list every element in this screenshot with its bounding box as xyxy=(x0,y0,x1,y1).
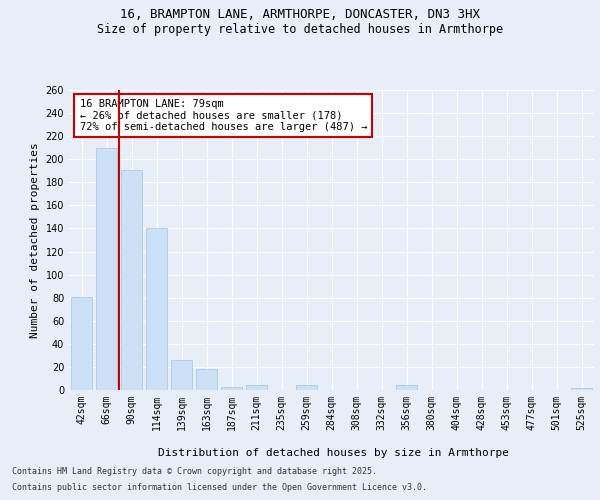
Bar xyxy=(171,360,192,390)
Text: 16 BRAMPTON LANE: 79sqm
← 26% of detached houses are smaller (178)
72% of semi-d: 16 BRAMPTON LANE: 79sqm ← 26% of detache… xyxy=(79,99,367,132)
Text: Size of property relative to detached houses in Armthorpe: Size of property relative to detached ho… xyxy=(97,22,503,36)
Bar xyxy=(221,386,242,390)
Bar xyxy=(396,386,417,390)
Text: Distribution of detached houses by size in Armthorpe: Distribution of detached houses by size … xyxy=(158,448,509,458)
Bar xyxy=(246,386,267,390)
Bar xyxy=(571,388,592,390)
Bar xyxy=(96,148,117,390)
Bar xyxy=(196,369,217,390)
Text: 16, BRAMPTON LANE, ARMTHORPE, DONCASTER, DN3 3HX: 16, BRAMPTON LANE, ARMTHORPE, DONCASTER,… xyxy=(120,8,480,20)
Text: Contains public sector information licensed under the Open Government Licence v3: Contains public sector information licen… xyxy=(12,484,427,492)
Bar xyxy=(146,228,167,390)
Bar xyxy=(121,170,142,390)
Bar xyxy=(71,296,92,390)
Y-axis label: Number of detached properties: Number of detached properties xyxy=(30,142,40,338)
Bar xyxy=(296,386,317,390)
Text: Contains HM Land Registry data © Crown copyright and database right 2025.: Contains HM Land Registry data © Crown c… xyxy=(12,467,377,476)
